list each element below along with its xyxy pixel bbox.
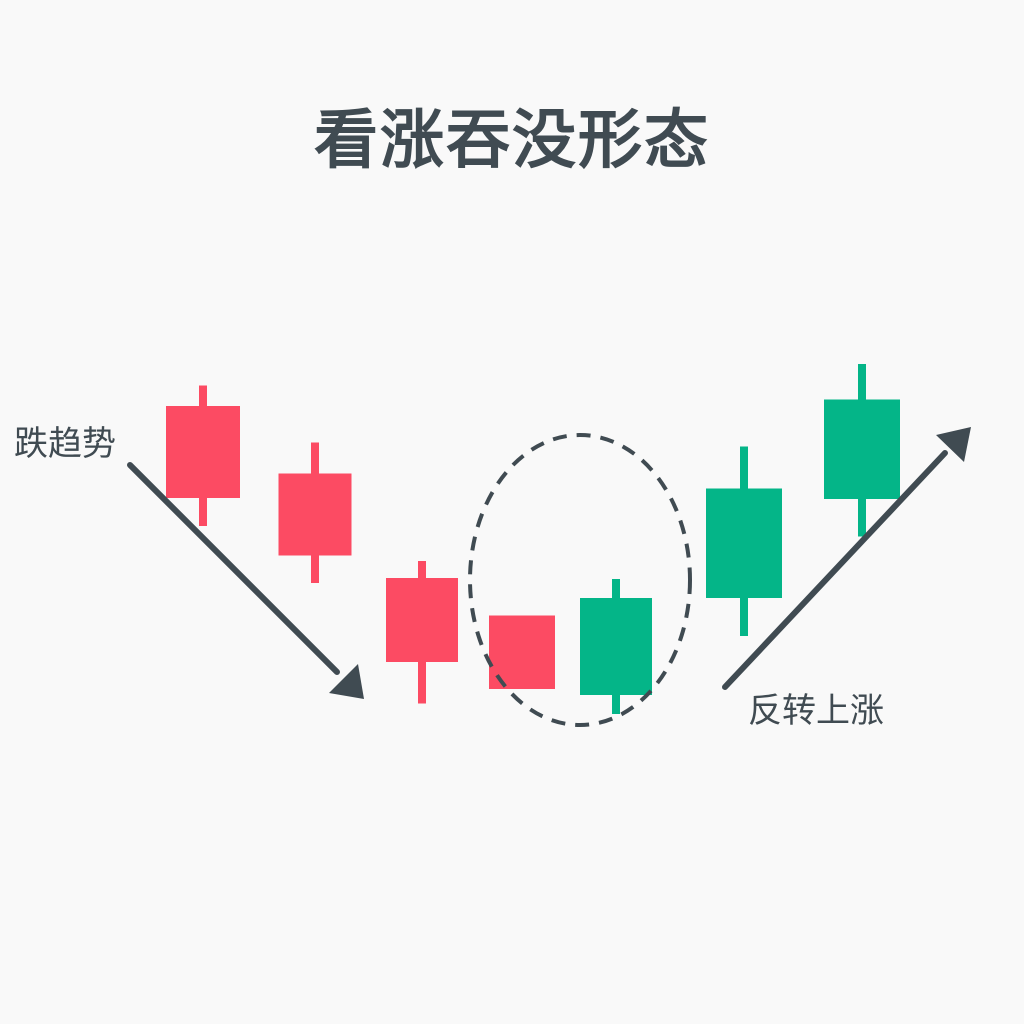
candle-lower-wick xyxy=(612,695,620,714)
arrow-down-right-icon xyxy=(127,462,364,699)
arrow-up-right-icon xyxy=(722,427,971,690)
candle-7 xyxy=(824,364,900,537)
reversal-arrow-line xyxy=(722,450,948,690)
candle-body xyxy=(166,406,240,498)
candle-5 xyxy=(580,579,652,714)
candle-lower-wick xyxy=(199,498,207,526)
candle-upper-wick xyxy=(199,385,207,406)
candle-upper-wick xyxy=(858,364,866,400)
candle-lower-wick xyxy=(858,499,866,537)
downtrend-arrow-head xyxy=(329,664,364,699)
downtrend-label: 跌趋势 xyxy=(14,424,116,464)
reversal-arrow-head xyxy=(936,427,971,462)
candle-6 xyxy=(706,446,782,636)
candle-upper-wick xyxy=(418,561,426,578)
candle-2 xyxy=(278,442,352,583)
candle-lower-wick xyxy=(740,598,748,636)
candle-body xyxy=(824,399,900,499)
engulfing-highlight-circle xyxy=(468,433,692,727)
reversal-label: 反转上涨 xyxy=(748,691,884,731)
downtrend-arrow-line xyxy=(127,462,340,675)
candle-upper-wick xyxy=(311,442,319,474)
candlesticks xyxy=(166,364,900,714)
candle-body xyxy=(278,473,352,556)
candle-body xyxy=(580,598,652,695)
candle-3 xyxy=(386,561,458,704)
candle-upper-wick xyxy=(740,446,748,489)
diagram-title: 看涨吞没形态 xyxy=(314,104,710,178)
candle-lower-wick xyxy=(311,555,319,583)
candle-lower-wick xyxy=(418,662,426,704)
candle-body xyxy=(706,488,782,598)
candle-1 xyxy=(166,385,240,526)
candle-upper-wick xyxy=(612,579,620,598)
candle-body xyxy=(386,578,458,662)
